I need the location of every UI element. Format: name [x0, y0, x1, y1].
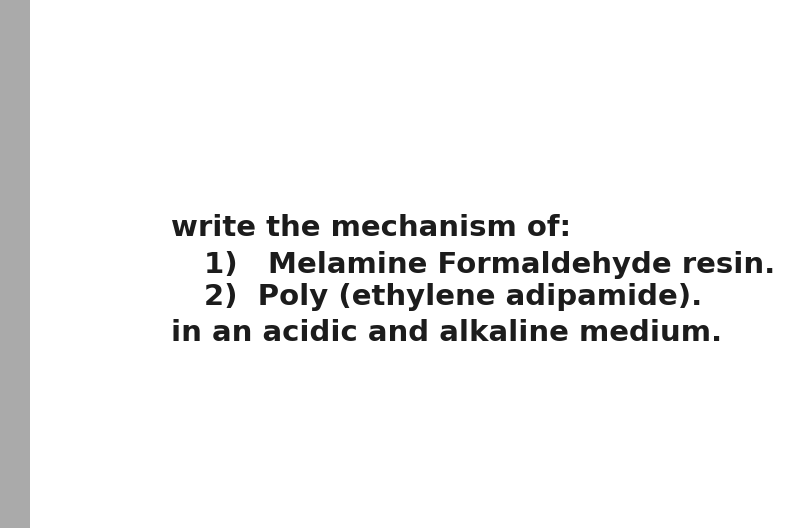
Text: 2)  Poly (ethylene adipamide).: 2) Poly (ethylene adipamide). [204, 283, 702, 311]
Text: in an acidic and alkaline medium.: in an acidic and alkaline medium. [171, 318, 722, 346]
Text: write the mechanism of:: write the mechanism of: [171, 214, 571, 242]
Text: 1)   Melamine Formaldehyde resin.: 1) Melamine Formaldehyde resin. [204, 251, 775, 279]
